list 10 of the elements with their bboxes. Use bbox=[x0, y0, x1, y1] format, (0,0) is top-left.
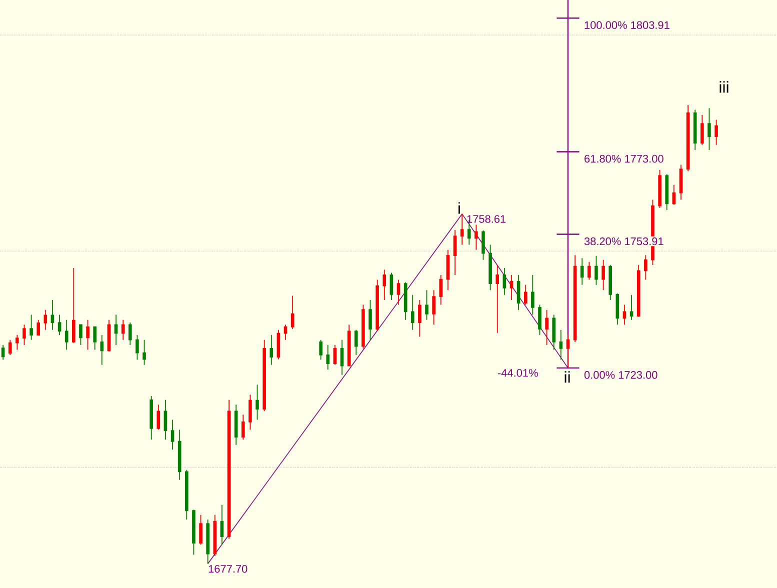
ref-line-label: 38.20% 1753.91 bbox=[584, 237, 664, 246]
annotation: -44.01% bbox=[498, 369, 538, 377]
annotation: iii bbox=[720, 81, 728, 93]
annotation: ii bbox=[564, 371, 570, 383]
ref-line-label: 100.00% 1803.91 bbox=[584, 21, 670, 29]
annotation: 1758.61 bbox=[467, 215, 506, 223]
ref-line-label: 61.80% 1773.00 bbox=[584, 154, 664, 163]
annotation: i bbox=[458, 202, 460, 214]
ref-line-label: 0.00% 1723.00 bbox=[584, 371, 658, 379]
annotation: 1677.70 bbox=[208, 564, 248, 573]
